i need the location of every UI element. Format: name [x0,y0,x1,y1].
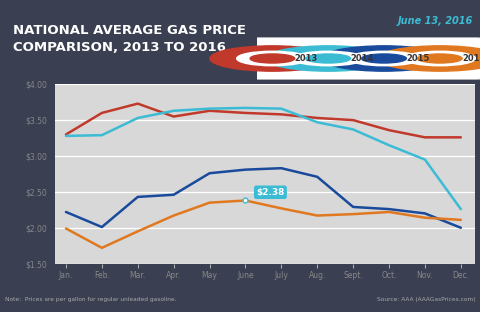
Circle shape [292,51,364,66]
Circle shape [306,54,350,63]
Circle shape [250,54,295,63]
Circle shape [266,46,391,71]
Text: 2016: 2016 [462,54,480,63]
Text: Source: AAA (AAAGasPrices.com): Source: AAA (AAAGasPrices.com) [377,297,475,302]
Text: 2015: 2015 [407,54,430,63]
Circle shape [377,46,480,71]
Circle shape [348,51,420,66]
Text: June 13, 2016: June 13, 2016 [398,16,473,26]
Circle shape [237,51,308,66]
Text: $2.38: $2.38 [256,188,285,197]
Text: Note:  Prices are per gallon for regular unleaded gasoline.: Note: Prices are per gallon for regular … [5,297,176,302]
Circle shape [210,46,335,71]
Circle shape [362,54,407,63]
Text: 2014: 2014 [350,54,374,63]
Text: NATIONAL AVERAGE GAS PRICE
COMPARISON, 2013 TO 2016: NATIONAL AVERAGE GAS PRICE COMPARISON, 2… [13,24,246,54]
Circle shape [404,51,476,66]
Circle shape [322,46,446,71]
Text: 2013: 2013 [295,54,318,63]
FancyBboxPatch shape [250,38,480,79]
Circle shape [418,54,462,63]
